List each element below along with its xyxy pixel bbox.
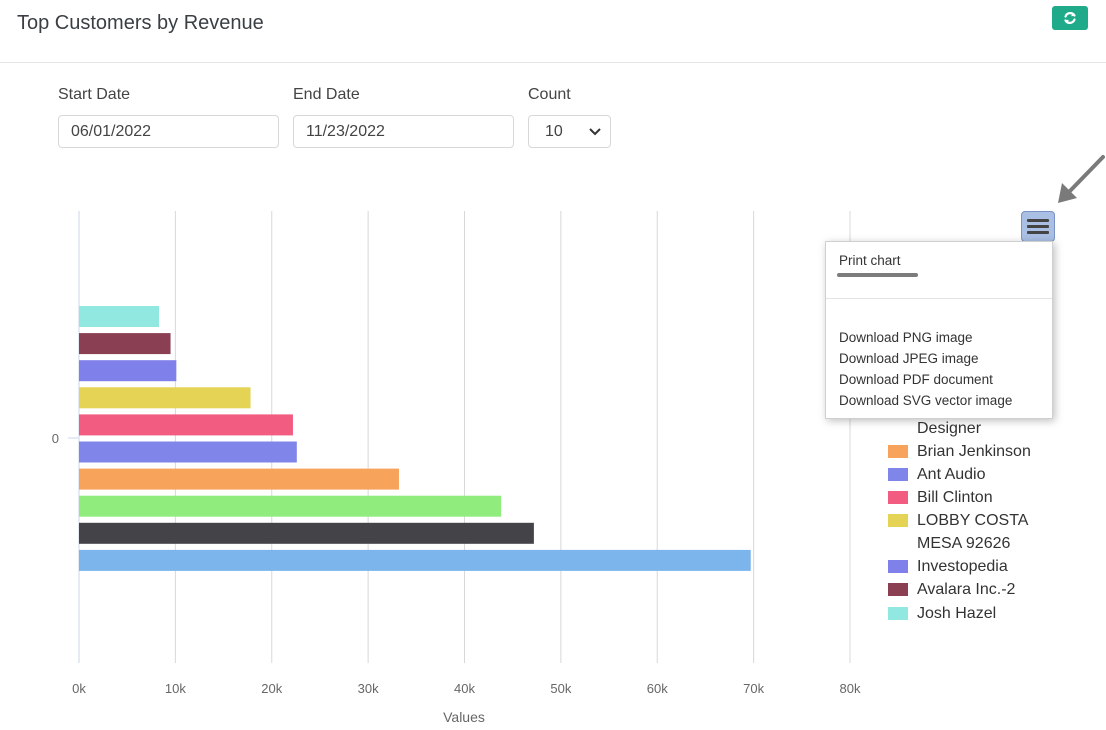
- x-tick-label: 50k: [550, 681, 571, 696]
- header-divider: [0, 62, 1106, 63]
- x-tick-label: 0k: [72, 681, 86, 696]
- menu-item-print-chart[interactable]: Print chart: [839, 253, 901, 268]
- refresh-icon: [1064, 12, 1076, 24]
- hamburger-icon-line: [1027, 231, 1049, 234]
- bar[interactable]: [79, 522, 534, 544]
- bar[interactable]: [79, 333, 171, 355]
- legend-swatch[interactable]: [888, 468, 908, 481]
- export-menu: Print chart Download PNG image Download …: [825, 241, 1053, 419]
- start-date-label: Start Date: [58, 86, 131, 103]
- x-tick-label: 10k: [165, 681, 186, 696]
- count-label: Count: [528, 86, 571, 103]
- bar[interactable]: [79, 468, 399, 490]
- start-date-input[interactable]: [58, 115, 279, 148]
- end-date-input[interactable]: [293, 115, 514, 148]
- chart-menu-button[interactable]: [1021, 211, 1055, 242]
- x-axis-label: Values: [443, 709, 485, 725]
- menu-item-download-jpeg[interactable]: Download JPEG image: [839, 351, 979, 366]
- count-select[interactable]: 10: [528, 115, 611, 148]
- hamburger-icon: [1027, 219, 1049, 222]
- legend-item-label[interactable]: LOBBY COSTA: [917, 512, 1029, 529]
- x-tick-label: 60k: [647, 681, 668, 696]
- menu-item-download-svg[interactable]: Download SVG vector image: [839, 393, 1013, 408]
- legend-item-label[interactable]: Designer: [917, 420, 982, 437]
- menu-item-download-png[interactable]: Download PNG image: [839, 330, 973, 345]
- x-tick-label: 30k: [358, 681, 379, 696]
- page-title: Top Customers by Revenue: [17, 12, 264, 34]
- bar[interactable]: [79, 414, 293, 436]
- legend-item-label[interactable]: Josh Hazel: [917, 605, 997, 622]
- legend-swatch[interactable]: [888, 583, 908, 596]
- x-tick-label: 40k: [454, 681, 475, 696]
- annotation-arrow: [1058, 155, 1105, 203]
- bar[interactable]: [79, 549, 751, 571]
- legend-item-label[interactable]: Ant Audio: [917, 466, 986, 483]
- legend-swatch[interactable]: [888, 560, 908, 573]
- bar[interactable]: [79, 495, 502, 517]
- legend-item-label[interactable]: Avalara Inc.-2: [917, 581, 1016, 598]
- legend-item-label[interactable]: MESA 92626: [917, 535, 1011, 552]
- count-value: 10: [545, 123, 563, 140]
- menu-separator: [826, 298, 1052, 299]
- legend-swatch[interactable]: [888, 514, 908, 527]
- menu-item-download-pdf[interactable]: Download PDF document: [839, 372, 993, 387]
- annotation-underline: [837, 273, 918, 277]
- bar[interactable]: [79, 306, 159, 327]
- legend-item-label[interactable]: Bill Clinton: [917, 489, 993, 506]
- x-tick-label: 20k: [261, 681, 282, 696]
- category-tick-label: 0: [52, 431, 59, 446]
- x-tick-label: 70k: [743, 681, 764, 696]
- end-date-label: End Date: [293, 86, 360, 103]
- bar[interactable]: [79, 387, 251, 409]
- bar[interactable]: [79, 360, 177, 382]
- hamburger-icon-line: [1027, 225, 1049, 228]
- legend-swatch[interactable]: [888, 607, 908, 620]
- legend-item-label[interactable]: Brian Jenkinson: [917, 443, 1031, 460]
- legend-item-label[interactable]: Investopedia: [917, 558, 1008, 575]
- legend-swatch[interactable]: [888, 491, 908, 504]
- chevron-down-icon: [589, 127, 601, 135]
- bar[interactable]: [79, 441, 297, 463]
- legend-swatch[interactable]: [888, 445, 908, 458]
- x-tick-label: 80k: [840, 681, 861, 696]
- refresh-button[interactable]: [1052, 6, 1088, 30]
